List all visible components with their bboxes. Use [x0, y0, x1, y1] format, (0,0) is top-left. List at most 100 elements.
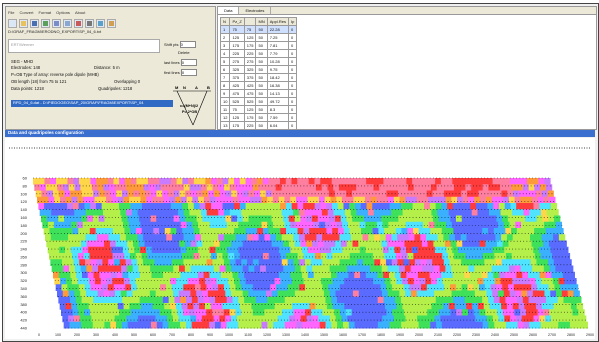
last-lines-input[interactable] [180, 59, 197, 66]
table-row[interactable]: 9 475 475 50 14.13 0 [219, 89, 298, 98]
table-cell: 18.42 [266, 73, 289, 82]
table-body: 1 75 75 50 22.28 0 2 125 125 50 7.25 0 3 175 175 50 7.81… [219, 25, 298, 129]
help-icon[interactable] [107, 19, 116, 28]
menu-file[interactable]: File [8, 10, 15, 15]
x-tick-label: 1100 [244, 333, 252, 337]
y-tick-label: 60 [23, 176, 28, 181]
table-row[interactable]: 6 325 325 50 9.75 0 [219, 65, 298, 74]
x-tick-label: 1200 [263, 333, 271, 337]
x-tick-label: 800 [188, 333, 194, 337]
x-tick-label: 600 [150, 333, 156, 337]
table-cell: 50 [255, 113, 268, 122]
x-tick-label: 700 [169, 333, 175, 337]
y-tick-label: 340 [20, 286, 27, 291]
table-cell: 375 [229, 73, 245, 82]
x-tick-label: 400 [112, 333, 118, 337]
grid-icon[interactable] [52, 19, 61, 28]
diagram-b: B [207, 85, 210, 90]
table-row[interactable]: 1 75 75 50 22.28 0 [219, 25, 298, 34]
x-tick-label: 2800 [567, 333, 575, 337]
x-tick-label: 2100 [434, 333, 442, 337]
column-header[interactable]: N [219, 17, 231, 26]
chart-icon[interactable] [41, 19, 50, 28]
table-cell: 1 [219, 25, 231, 34]
x-tick-label: 2200 [453, 333, 461, 337]
column-header[interactable]: MN [255, 17, 268, 26]
file-info-box[interactable]: ERT/Wenner [8, 39, 160, 53]
shift-input[interactable] [179, 41, 196, 48]
y-tick-label: 400 [20, 310, 27, 315]
table-cell: 50 [255, 97, 268, 106]
sort-icon[interactable] [74, 19, 83, 28]
y-tick-label: 200 [20, 231, 27, 236]
table-row[interactable]: 11 75 125 50 8.3 0 [219, 105, 298, 114]
column-header[interactable] [243, 17, 257, 26]
menu-format[interactable]: Format [38, 10, 52, 15]
tab-data[interactable]: Data [218, 7, 240, 14]
table-row[interactable]: 2 125 125 50 7.25 0 [219, 33, 298, 42]
table-cell: 125 [243, 105, 257, 114]
menu-options[interactable]: Options [56, 10, 70, 15]
table-cell: 2 [219, 33, 231, 42]
open-icon[interactable] [19, 19, 28, 28]
electrodes-label: Electrodes: 148 [11, 65, 41, 70]
table-cell: 175 [243, 41, 257, 50]
table-cell: 50 [255, 49, 268, 58]
table-cell: 10 [219, 97, 231, 106]
table-row[interactable]: 5 275 275 50 10.28 0 [219, 57, 298, 66]
array-diagram: M N A B c=(M+N)/2 P= 2*OB [173, 85, 211, 126]
save-icon[interactable] [30, 19, 39, 28]
table-row[interactable]: 13 175 225 50 6.04 0 [219, 121, 298, 129]
table-cell: 14.13 [266, 89, 289, 98]
pseudosection-plot[interactable]: 60 80 100 120 140 160 180 200 220 240 260 280 300 320… [5, 138, 595, 339]
seg-label: SEG - MHD [11, 59, 34, 64]
table-cell: 0 [287, 73, 298, 82]
table-row[interactable]: 8 425 425 50 16.38 0 [219, 81, 298, 90]
table-cell: 10.28 [266, 57, 289, 66]
table-cell: 9.75 [266, 65, 289, 74]
table-cell: 325 [243, 65, 257, 74]
table-cell: 8.3 [266, 105, 289, 114]
table-icon[interactable] [63, 19, 72, 28]
table-row[interactable]: 12 125 175 50 7.59 0 [219, 113, 298, 122]
menu-convert[interactable]: Convert [19, 10, 34, 15]
x-tick-label: 0 [38, 333, 40, 337]
table-cell: 175 [243, 113, 257, 122]
resistivity-fill [33, 178, 588, 329]
settings-icon[interactable] [85, 19, 94, 28]
tab-electrodes[interactable]: Electrodes [239, 7, 272, 14]
y-tick-label: 180 [20, 223, 27, 228]
table-cell: 225 [229, 49, 245, 58]
table-cell: 475 [229, 89, 245, 98]
table-cell: 16.38 [266, 81, 289, 90]
table-row[interactable]: 3 175 175 50 7.81 0 [219, 41, 298, 50]
diagram-formula-1: c=(M+N)/2 [180, 104, 198, 108]
table-cell: 125 [229, 113, 245, 122]
table-row[interactable]: 4 225 225 50 7.79 0 [219, 49, 298, 58]
table-header-row: N Pz_Z MN Appl.Res Ip [219, 17, 298, 26]
x-tick-label: 1300 [282, 333, 290, 337]
table-cell: 8 [219, 81, 231, 90]
table-cell: 50 [255, 41, 268, 50]
column-header[interactable]: Appl.Res [266, 17, 289, 26]
export-icon[interactable] [96, 19, 105, 28]
table-cell: 9 [219, 89, 231, 98]
table-cell: 0 [287, 121, 298, 129]
column-header[interactable]: Ip [287, 17, 298, 26]
x-tick-label: 300 [93, 333, 99, 337]
shift-label: Shift pts [164, 42, 179, 47]
table-cell: 0 [287, 113, 298, 122]
x-tick-label: 200 [74, 333, 80, 337]
delete-button[interactable]: Delete [178, 50, 190, 55]
menu-about[interactable]: About [74, 10, 86, 15]
parameters-panel: File Convert Format Options About D:\GRA… [5, 6, 216, 130]
column-header[interactable]: Pz_Z [229, 17, 245, 26]
table-cell: 0 [287, 41, 298, 50]
new-icon[interactable] [8, 19, 17, 28]
table-row[interactable]: 7 375 375 50 18.42 0 [219, 73, 298, 82]
first-lines-input[interactable] [180, 69, 197, 76]
table-cell: 325 [229, 65, 245, 74]
table-row[interactable]: 10 525 525 50 49.72 0 [219, 97, 298, 106]
x-tick-label: 900 [207, 333, 213, 337]
selected-file-row[interactable]: RPD_04_6.dat - D:\PIEDOGEO\SAP_20\GRAF\F… [11, 100, 173, 107]
